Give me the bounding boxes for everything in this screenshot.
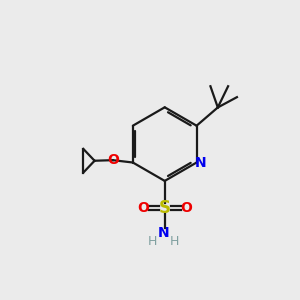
Text: N: N	[158, 226, 169, 240]
Text: S: S	[159, 199, 171, 217]
Text: N: N	[195, 155, 206, 170]
Text: H: H	[148, 235, 157, 248]
Text: O: O	[138, 201, 149, 215]
Text: O: O	[107, 153, 119, 166]
Text: O: O	[180, 201, 192, 215]
Text: H: H	[169, 235, 179, 248]
